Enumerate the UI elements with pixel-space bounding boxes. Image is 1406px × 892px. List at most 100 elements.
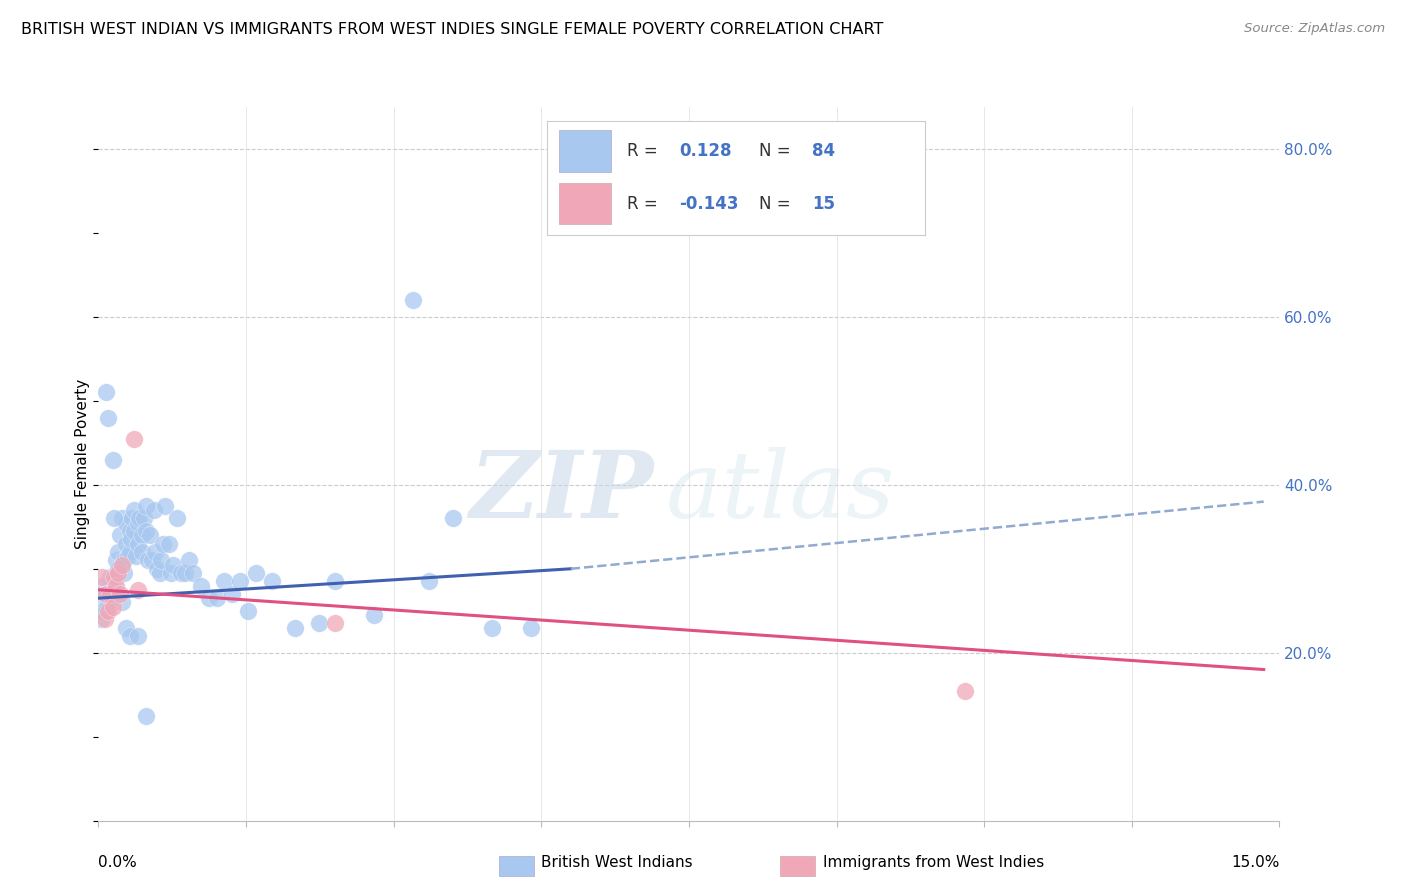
Point <box>104 553 127 567</box>
Point <box>115 516 138 530</box>
Bar <box>558 130 612 171</box>
Point <box>402 293 425 307</box>
Point <box>91 570 114 584</box>
Point <box>90 612 112 626</box>
Text: 15.0%: 15.0% <box>1232 855 1279 870</box>
Point <box>98 587 121 601</box>
Point <box>93 591 115 606</box>
Point <box>127 536 149 550</box>
Point <box>122 524 145 538</box>
Point <box>125 549 148 564</box>
Point <box>170 566 193 580</box>
Point <box>323 574 346 589</box>
Point <box>101 599 124 614</box>
Point <box>97 595 120 609</box>
Point <box>127 582 149 597</box>
Point <box>138 528 160 542</box>
Text: N =: N = <box>759 194 796 212</box>
Point <box>111 558 134 572</box>
Point <box>481 621 503 635</box>
Point <box>107 545 129 559</box>
Point <box>131 528 153 542</box>
Point <box>229 574 252 589</box>
Point <box>107 566 129 580</box>
Point <box>111 595 134 609</box>
Point <box>122 503 145 517</box>
Point <box>111 511 134 525</box>
Point <box>93 612 115 626</box>
Text: N =: N = <box>759 142 796 160</box>
Point <box>107 566 129 580</box>
Point <box>101 452 124 467</box>
Point <box>166 511 188 525</box>
Point <box>146 562 169 576</box>
Point <box>190 578 212 592</box>
Point <box>245 566 267 580</box>
Point <box>128 511 150 525</box>
Point <box>142 503 165 517</box>
Point <box>98 587 121 601</box>
Text: 15: 15 <box>811 194 835 212</box>
Point <box>323 616 346 631</box>
Text: 0.128: 0.128 <box>679 142 733 160</box>
Point <box>953 683 976 698</box>
Point <box>150 553 173 567</box>
Point <box>174 566 197 580</box>
Point <box>93 587 115 601</box>
Point <box>97 604 120 618</box>
Text: Immigrants from West Indies: Immigrants from West Indies <box>823 855 1043 870</box>
Point <box>221 587 243 601</box>
Point <box>135 708 157 723</box>
Point <box>181 566 204 580</box>
Point <box>127 516 149 530</box>
Point <box>441 511 464 525</box>
Point <box>104 578 127 592</box>
Point <box>177 553 200 567</box>
Text: 0.0%: 0.0% <box>98 855 138 870</box>
Point <box>141 553 163 567</box>
Point <box>96 385 118 400</box>
Point <box>135 499 157 513</box>
Point <box>103 570 125 584</box>
Point <box>214 574 236 589</box>
Point <box>149 566 172 580</box>
Point <box>103 511 125 525</box>
Point <box>127 629 149 643</box>
Point <box>136 553 159 567</box>
Point <box>103 574 125 589</box>
Point <box>118 545 141 559</box>
Text: British West Indians: British West Indians <box>541 855 693 870</box>
Point <box>157 536 180 550</box>
Point <box>121 533 143 547</box>
Point <box>363 607 385 622</box>
Text: Source: ZipAtlas.com: Source: ZipAtlas.com <box>1244 22 1385 36</box>
Point <box>110 528 132 542</box>
Point <box>110 587 132 601</box>
Point <box>112 566 135 580</box>
Point <box>111 558 134 572</box>
Y-axis label: Single Female Poverty: Single Female Poverty <box>75 379 90 549</box>
Text: R =: R = <box>627 142 662 160</box>
Point <box>143 545 166 559</box>
Text: atlas: atlas <box>665 448 894 537</box>
Point <box>97 410 120 425</box>
Point <box>115 621 138 635</box>
Point <box>112 553 135 567</box>
Point <box>131 545 153 559</box>
Point <box>152 536 174 550</box>
Point <box>135 524 157 538</box>
Point <box>122 432 145 446</box>
Point <box>117 549 139 564</box>
Point <box>284 621 307 635</box>
Point <box>118 629 141 643</box>
Text: R =: R = <box>627 194 662 212</box>
Text: -0.143: -0.143 <box>679 194 740 212</box>
Text: BRITISH WEST INDIAN VS IMMIGRANTS FROM WEST INDIES SINGLE FEMALE POVERTY CORRELA: BRITISH WEST INDIAN VS IMMIGRANTS FROM W… <box>21 22 883 37</box>
Point <box>98 570 121 584</box>
Point <box>197 591 219 606</box>
Point <box>104 587 127 601</box>
Point <box>96 587 118 601</box>
Point <box>96 604 118 618</box>
Point <box>132 511 155 525</box>
Point <box>118 524 141 538</box>
